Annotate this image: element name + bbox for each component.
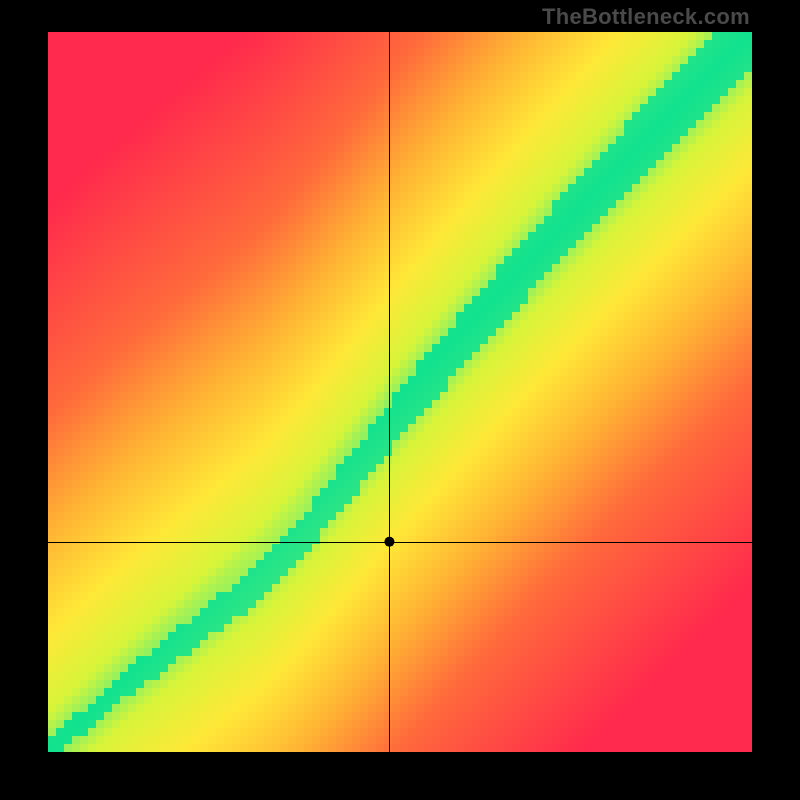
watermark-text: TheBottleneck.com [542, 4, 750, 30]
heatmap-plot [48, 32, 752, 752]
heatmap-canvas [48, 32, 752, 752]
chart-container: TheBottleneck.com [0, 0, 800, 800]
